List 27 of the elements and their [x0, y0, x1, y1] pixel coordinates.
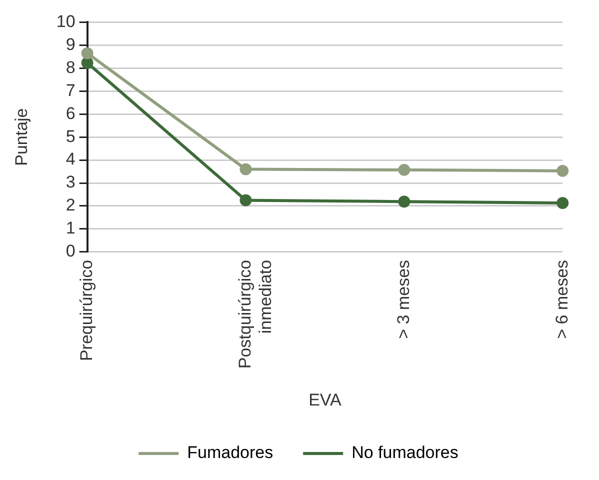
- x-axis-title: EVA: [308, 390, 342, 410]
- y-tick-label: 5: [66, 126, 76, 146]
- y-tick-label: 4: [66, 150, 76, 169]
- x-tick-label: Postquirúrgico inmediato: [235, 260, 275, 369]
- x-tick-label: Prequirúrgico: [76, 260, 96, 362]
- y-tick-label: 9: [66, 34, 76, 54]
- y-tick-label: 0: [66, 242, 76, 261]
- y-axis-title: Puntaje: [12, 108, 31, 166]
- y-tick-label: 2: [66, 196, 76, 215]
- point: [398, 196, 410, 208]
- y-tick-label: 3: [66, 172, 76, 192]
- x-tick-label: > 6 meses: [552, 260, 572, 339]
- point: [240, 194, 252, 206]
- x-tick-label: > 3 meses: [394, 260, 413, 339]
- point: [81, 56, 94, 69]
- y-tick-label: 7: [66, 80, 76, 100]
- point: [81, 47, 94, 60]
- y-tick-label: 1: [66, 218, 76, 238]
- y-tick-label: 8: [66, 58, 76, 77]
- y-tick-label: 10: [56, 12, 76, 31]
- point: [398, 164, 410, 176]
- y-tick-label: 6: [66, 104, 76, 123]
- point: [556, 197, 569, 209]
- legend-label: Fumadores: [187, 443, 274, 462]
- point: [556, 164, 569, 177]
- point: [240, 163, 252, 176]
- legend-label: No fumadores: [352, 443, 458, 462]
